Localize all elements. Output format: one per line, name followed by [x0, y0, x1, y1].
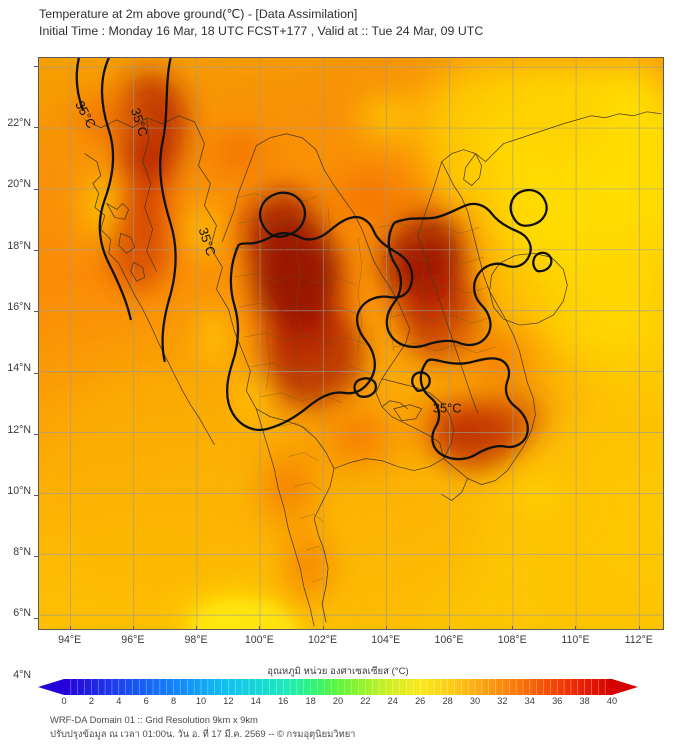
colorbar-tick-0: 0	[61, 696, 67, 706]
y-tickmark	[34, 617, 38, 619]
warm-orange-spread	[43, 67, 568, 627]
x-axis-tick-94: 94°E	[58, 634, 82, 646]
colorbar-tick-26: 26	[415, 696, 426, 706]
y-tickmark	[34, 188, 38, 190]
y-tickmark	[34, 311, 38, 313]
colorbar-tick-2: 2	[88, 696, 94, 706]
colorbar-tick-32: 32	[497, 696, 508, 706]
y-axis-tick-16: 16°N	[7, 301, 31, 314]
x-tickmark	[259, 626, 261, 630]
model-info: WRF-DA Domain 01 :: Grid Resolution 9km …	[50, 714, 258, 725]
y-axis-tick-14: 14°N	[7, 362, 31, 375]
x-tickmark	[385, 626, 387, 630]
x-axis-tick-108: 108°E	[497, 634, 527, 646]
y-tickmark	[34, 250, 38, 252]
colorbar-tick-24: 24	[387, 696, 398, 706]
x-tickmark	[322, 626, 324, 630]
colorbar-gradient	[38, 679, 638, 695]
y-tickmark	[34, 372, 38, 374]
cooler-gold-pockets	[70, 72, 618, 542]
x-tickmark	[449, 626, 450, 630]
colorbar-under-arrow	[38, 679, 64, 695]
y-axis-tick-10: 10°N	[7, 484, 31, 497]
colorbar-tick-22: 22	[360, 696, 371, 706]
x-tickmark	[69, 626, 71, 630]
x-tickmark	[132, 626, 134, 630]
y-axis-tick-12: 12°N	[7, 423, 31, 436]
y-axis-tick-22: 22°N	[7, 117, 31, 130]
colorbar-tick-34: 34	[524, 696, 535, 706]
colorbar-tick-8: 8	[171, 696, 177, 706]
x-axis-tick-102: 102°E	[308, 634, 338, 646]
x-tickmark	[196, 626, 198, 630]
update-info: ปรับปรุงข้อมูล ณ เวลา 01:00น. วัน อ. ที่…	[50, 728, 356, 739]
graticule-gridlines	[39, 58, 663, 629]
y-tickmark	[34, 495, 38, 497]
colorbar-tick-28: 28	[442, 696, 453, 706]
colorbar-tick-38: 38	[579, 696, 590, 706]
y-tickmark	[34, 433, 38, 435]
x-axis-tick-110: 110°E	[561, 634, 590, 646]
colorbar: อุณหภูมิ หน่วย องศาเซลเซียส (°C)	[38, 664, 638, 710]
y-tickmark	[34, 66, 38, 68]
y-axis-tick-20: 20°N	[7, 178, 31, 191]
x-tickmark	[575, 626, 577, 630]
x-axis-tick-106: 106°E	[434, 634, 464, 646]
footer: WRF-DA Domain 01 :: Grid Resolution 9km …	[50, 713, 650, 741]
x-tickmark	[512, 626, 514, 630]
x-axis-tick-104: 104°E	[371, 634, 401, 646]
y-tickmark	[34, 556, 38, 558]
colorbar-tick-20: 20	[332, 696, 344, 706]
map-plot-area[interactable]: 35°C 35°C 35°C 35°C	[38, 57, 664, 630]
colorbar-tick-labels: 0 2 4 6 8 10 12 14 16 18 20 22 24 26 28 30 32 34 36 38 40	[38, 696, 638, 710]
colorbar-tick-4: 4	[116, 696, 122, 706]
y-axis-tick-8: 8°N	[13, 546, 31, 559]
colorbar-tick-16: 16	[278, 696, 289, 706]
x-axis-labels: 94°E 96°E 98°E 100°E 102°E 104°E 106°E 108°E 110…	[38, 632, 664, 648]
colorbar-tick-36: 36	[552, 696, 563, 706]
contour-35c	[75, 58, 553, 461]
colorbar-over-arrow	[612, 679, 638, 695]
colorbar-tick-18: 18	[305, 696, 316, 706]
x-axis-tick-98: 98°E	[184, 634, 208, 646]
colorbar-tick-12: 12	[223, 696, 234, 706]
temperature-field-svg: 35°C 35°C 35°C 35°C	[39, 58, 663, 629]
title-block: Temperature at 2m above ground(℃) - [Dat…	[39, 6, 659, 40]
y-axis-tick-18: 18°N	[7, 239, 31, 252]
y-tickmark	[34, 127, 38, 129]
page-title: Temperature at 2m above ground(℃) - [Dat…	[39, 7, 358, 21]
x-axis-tick-112: 112°E	[624, 634, 653, 646]
colorbar-tick-30: 30	[469, 696, 481, 706]
x-axis-tick-96: 96°E	[121, 634, 145, 646]
map-figure: 35°C 35°C 35°C 35°C	[34, 57, 664, 630]
colorbar-tick-40: 40	[606, 696, 618, 706]
colorbar-tick-14: 14	[250, 696, 261, 706]
forecast-valid-time: Initial Time : Monday 16 Mar, 18 UTC FCS…	[39, 24, 484, 38]
x-axis-tick-100: 100°E	[244, 634, 274, 646]
y-axis-tick-4: 4°N	[13, 668, 31, 681]
y-axis-labels: 22°N 20°N 18°N 16°N 14°N 12°N 10°N 8°N 6°N 4°N	[0, 57, 36, 681]
colorbar-tick-10: 10	[195, 696, 207, 706]
contour-label-35c-4: 35°C	[433, 401, 462, 416]
coastline-borders	[84, 111, 662, 627]
y-axis-tick-6: 6°N	[13, 607, 31, 620]
colorbar-tick-6: 6	[143, 696, 149, 706]
x-tickmark	[638, 626, 640, 630]
colorbar-title: อุณหภูมิ หน่วย องศาเซลเซียส (°C)	[267, 666, 409, 677]
sea-yellow-field	[412, 58, 663, 629]
